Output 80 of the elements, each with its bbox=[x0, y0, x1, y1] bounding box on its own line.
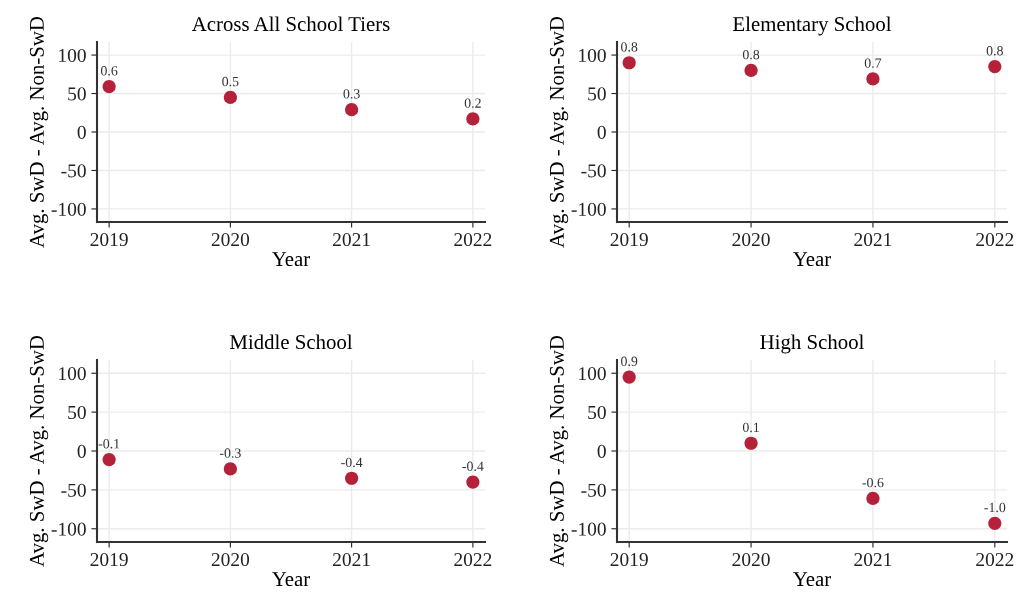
y-tick-label: -100 bbox=[51, 202, 86, 216]
y-tick-label: 50 bbox=[68, 87, 86, 101]
y-axis-title: Avg. SwD - Avg. Non-SwD bbox=[549, 335, 569, 567]
point bbox=[102, 80, 116, 94]
y-tick-label: 100 bbox=[59, 48, 86, 63]
x-tick-label: 2020 bbox=[732, 232, 770, 247]
annotation: -0.4 bbox=[341, 457, 363, 468]
x-axis-title: Year bbox=[272, 252, 311, 267]
annotation: -0.1 bbox=[98, 439, 120, 449]
annotation: 0.6 bbox=[100, 66, 118, 76]
chart-title: High School bbox=[760, 334, 864, 354]
x-tick-label: 2020 bbox=[211, 232, 250, 247]
point bbox=[866, 72, 880, 86]
x-axis-title: Year bbox=[272, 572, 311, 587]
annotation: 0.2 bbox=[464, 98, 481, 108]
chart-title: Elementary School bbox=[733, 16, 892, 36]
y-tick-label: 0 bbox=[597, 444, 606, 458]
annotation: 0.1 bbox=[742, 422, 759, 433]
y-tick-label: -100 bbox=[571, 522, 606, 536]
x-tick-label: 2021 bbox=[854, 552, 892, 567]
annotation: -0.3 bbox=[219, 448, 241, 458]
x-tick-label: 2019 bbox=[90, 232, 128, 247]
y-tick-label: -50 bbox=[581, 164, 606, 178]
annotation: 0.9 bbox=[621, 356, 638, 367]
x-axis-title: Year bbox=[793, 252, 832, 267]
annotation: 0.3 bbox=[343, 89, 360, 99]
point bbox=[102, 452, 116, 467]
x-tick-label: 2020 bbox=[211, 552, 250, 567]
y-axis-title: Avg. SwD - Avg. Non-SwD bbox=[549, 16, 569, 248]
annotation: -0.4 bbox=[462, 461, 484, 472]
annotation: 0.8 bbox=[621, 42, 638, 52]
x-tick-label: 2022 bbox=[976, 552, 1014, 567]
y-tick-label: 100 bbox=[579, 367, 606, 381]
annotation: -1.0 bbox=[984, 502, 1006, 513]
y-tick-label: -50 bbox=[61, 483, 86, 497]
annotation: 0.5 bbox=[222, 76, 239, 87]
y-tick-label: -100 bbox=[51, 522, 86, 536]
point bbox=[866, 491, 880, 506]
y-tick-label: 100 bbox=[59, 367, 86, 381]
x-tick-label: 2021 bbox=[333, 552, 370, 567]
y-tick-label: 100 bbox=[579, 48, 606, 63]
x-tick-label: 2019 bbox=[610, 552, 648, 567]
y-tick-label: -100 bbox=[571, 202, 606, 216]
chart-title: Middle School bbox=[229, 334, 353, 350]
y-tick-label: 50 bbox=[588, 405, 606, 420]
annotation: 0.8 bbox=[742, 49, 760, 60]
x-tick-label: 2019 bbox=[610, 232, 648, 247]
annotation: 0.7 bbox=[864, 58, 882, 68]
x-tick-label: 2022 bbox=[454, 552, 492, 567]
point bbox=[223, 90, 237, 104]
annotation: 0.8 bbox=[986, 46, 1003, 56]
point bbox=[345, 103, 359, 117]
x-tick-label: 2020 bbox=[732, 552, 770, 567]
point bbox=[466, 112, 480, 126]
x-tick-label: 2021 bbox=[333, 232, 370, 247]
y-axis-title: Avg. SwD - Avg. Non-SwD bbox=[29, 335, 49, 567]
point bbox=[622, 56, 636, 70]
point bbox=[988, 516, 1002, 530]
x-axis-title: Year bbox=[793, 572, 832, 587]
point bbox=[744, 436, 758, 450]
y-tick-label: 50 bbox=[588, 87, 606, 101]
y-tick-label: 0 bbox=[597, 125, 606, 139]
point bbox=[988, 60, 1002, 74]
point bbox=[744, 63, 758, 78]
point bbox=[223, 462, 237, 476]
x-tick-label: 2022 bbox=[976, 232, 1014, 247]
point bbox=[466, 475, 480, 489]
point bbox=[622, 370, 636, 384]
y-tick-label: 50 bbox=[68, 405, 86, 420]
x-tick-label: 2022 bbox=[454, 232, 492, 247]
y-tick-label: -50 bbox=[61, 164, 86, 178]
x-tick-label: 2021 bbox=[854, 232, 892, 247]
y-axis-title: Avg. SwD - Avg. Non-SwD bbox=[29, 16, 49, 248]
y-tick-label: 0 bbox=[77, 125, 86, 139]
y-tick-label: -50 bbox=[581, 483, 606, 497]
y-tick-label: 0 bbox=[77, 444, 86, 458]
annotation: -0.6 bbox=[862, 477, 884, 488]
point bbox=[345, 471, 359, 485]
x-tick-label: 2019 bbox=[90, 552, 128, 567]
chart-title: Across All School Tiers bbox=[191, 16, 390, 32]
